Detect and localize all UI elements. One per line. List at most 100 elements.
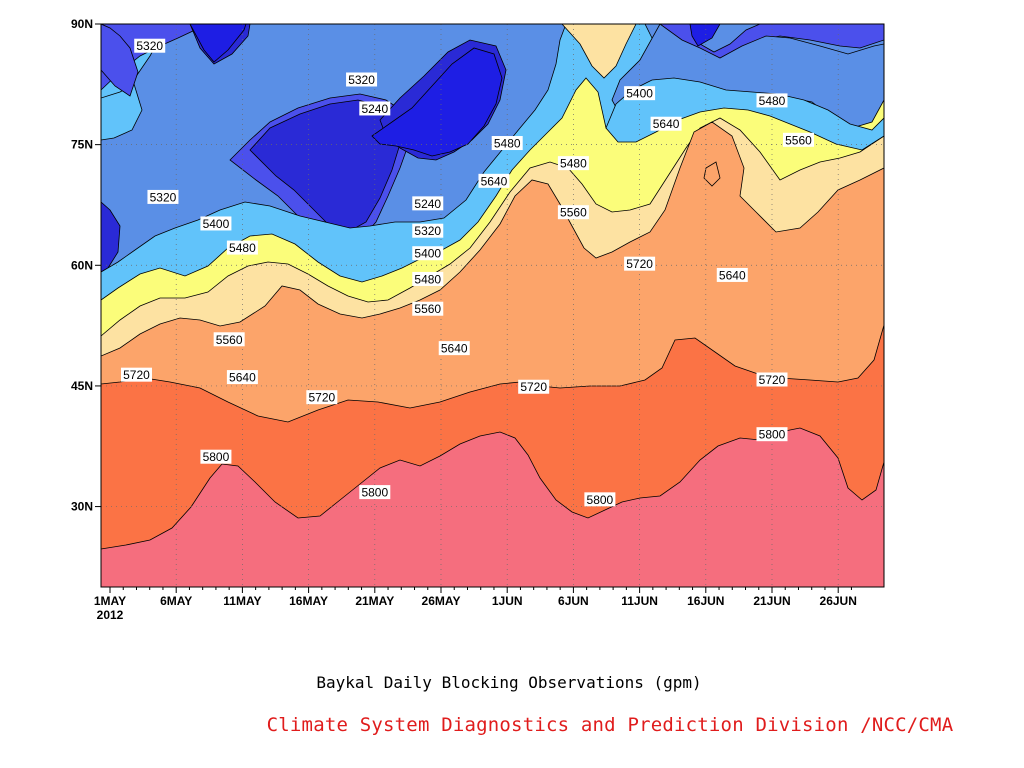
contour-region-below_5240 xyxy=(689,24,721,47)
contour-label-box xyxy=(412,301,444,316)
contour-label-box xyxy=(756,427,788,442)
contour-label-box xyxy=(226,370,258,385)
axis-layer: 30N 45N 60N 75N 90N 1MAY 6MAY 11MAY 16MAY 21MAY 26… xyxy=(71,17,857,622)
x-year-label: 2012 xyxy=(97,608,124,622)
contour-label: 5480 xyxy=(414,272,441,286)
contour-label-box xyxy=(306,390,338,405)
x-tick-label: 1JUN xyxy=(492,594,523,608)
contour-label-box xyxy=(438,341,470,356)
contour-label: 5320 xyxy=(348,73,375,87)
y-tick-label: 90N xyxy=(71,17,93,31)
contour-label-box xyxy=(226,240,258,255)
y-tick-label: 75N xyxy=(71,138,93,152)
x-tick-label: 16JUN xyxy=(687,594,724,608)
contour-label: 5720 xyxy=(626,257,653,271)
contour-label-box xyxy=(120,367,152,382)
contour-label: 5640 xyxy=(481,174,508,188)
contour-label-box xyxy=(557,205,589,220)
contour-label: 5800 xyxy=(587,493,614,507)
contour-region-below_5240 xyxy=(371,47,503,157)
contour-label: 5560 xyxy=(785,133,812,147)
contour-region-5720 xyxy=(703,161,721,187)
contour-label-box xyxy=(412,271,444,286)
contour-label-box xyxy=(756,93,788,108)
contour-label-box xyxy=(412,223,444,238)
contour-label-box xyxy=(134,38,166,53)
x-tick-label: 6MAY xyxy=(160,594,192,608)
contour-label-box xyxy=(359,101,391,116)
contour-label-box xyxy=(491,136,523,151)
x-tick-label: 11MAY xyxy=(223,594,261,608)
contour-region-5240 xyxy=(101,201,121,273)
contour-label: 5320 xyxy=(414,224,441,238)
contour-label: 5720 xyxy=(759,373,786,387)
contour-label-box xyxy=(213,332,245,347)
x-tick-label: 21JUN xyxy=(753,594,790,608)
contour-label-box xyxy=(359,485,391,500)
contour-label-box xyxy=(518,379,550,394)
contour-label-box xyxy=(478,173,510,188)
x-tick-label: 1MAY xyxy=(94,594,126,608)
contour-region-5240 xyxy=(249,99,401,233)
contour-label: 5640 xyxy=(653,117,680,131)
contour-label-layer: 5320 5320 5240 5240 5320 5400 5480 5560 5720 5640… xyxy=(120,38,814,507)
contour-label-box xyxy=(584,492,616,507)
x-tick-label: 26JUN xyxy=(820,594,857,608)
contour-label: 5720 xyxy=(520,380,547,394)
contour-region-5640 xyxy=(561,24,637,79)
contour-label-box xyxy=(756,372,788,387)
contour-label: 5800 xyxy=(759,428,786,442)
contour-label: 5640 xyxy=(441,342,468,356)
contour-label: 5480 xyxy=(229,241,256,255)
contour-label: 5560 xyxy=(216,333,243,347)
contour-label: 5720 xyxy=(123,368,150,382)
contour-label: 5640 xyxy=(719,268,746,282)
contour-label-box xyxy=(716,267,748,282)
contour-label-box xyxy=(346,72,378,87)
contour-label: 5400 xyxy=(414,247,441,261)
contour-label: 5560 xyxy=(560,206,587,220)
credit-line: Climate System Diagnostics and Predictio… xyxy=(266,714,954,736)
contour-label-box xyxy=(624,86,656,101)
y-tick-label: 30N xyxy=(71,500,93,514)
contour-label: 5640 xyxy=(229,371,256,385)
contour-label-box xyxy=(782,132,814,147)
contour-label: 5480 xyxy=(759,94,786,108)
x-tick-label: 11JUN xyxy=(621,594,658,608)
grid-layer xyxy=(101,24,884,587)
contour-label: 5560 xyxy=(414,302,441,316)
plot-frame xyxy=(100,23,885,588)
contour-label-box xyxy=(412,196,444,211)
contour-label-box xyxy=(624,256,656,271)
contour-label-box xyxy=(650,116,682,131)
x-tick-label: 16MAY xyxy=(289,594,328,608)
contour-label: 5720 xyxy=(308,391,335,405)
contour-label: 5400 xyxy=(203,217,230,231)
x-axis-title: Baykal Daily Blocking Observations (gpm) xyxy=(316,673,702,692)
contour-label-box xyxy=(200,449,232,464)
contour-label: 5240 xyxy=(414,197,441,211)
contour-label-box xyxy=(147,189,179,204)
contour-label: 5240 xyxy=(361,102,388,116)
contour-label-box xyxy=(200,216,232,231)
y-tick-label: 45N xyxy=(71,379,93,393)
contour-label: 5400 xyxy=(626,87,653,101)
contour-label: 5800 xyxy=(203,450,230,464)
contour-region-below_5240 xyxy=(189,24,247,63)
x-tick-label: 26MAY xyxy=(422,594,461,608)
contour-fill-layer xyxy=(101,24,884,587)
y-tick-label: 60N xyxy=(71,258,93,272)
x-tick-label: 6JUN xyxy=(558,594,589,608)
contour-region-5480 xyxy=(605,77,884,151)
contour-region-5320 xyxy=(101,24,139,97)
contour-label: 5480 xyxy=(560,157,587,171)
contour-region-above_5800 xyxy=(101,427,884,587)
contour-label-box xyxy=(557,156,589,171)
contour-label-box xyxy=(412,246,444,261)
contour-label: 5480 xyxy=(494,137,521,151)
contour-label: 5800 xyxy=(361,486,388,500)
x-tick-label: 21MAY xyxy=(355,594,394,608)
contour-label: 5320 xyxy=(136,39,163,53)
contour-label: 5320 xyxy=(150,190,177,204)
